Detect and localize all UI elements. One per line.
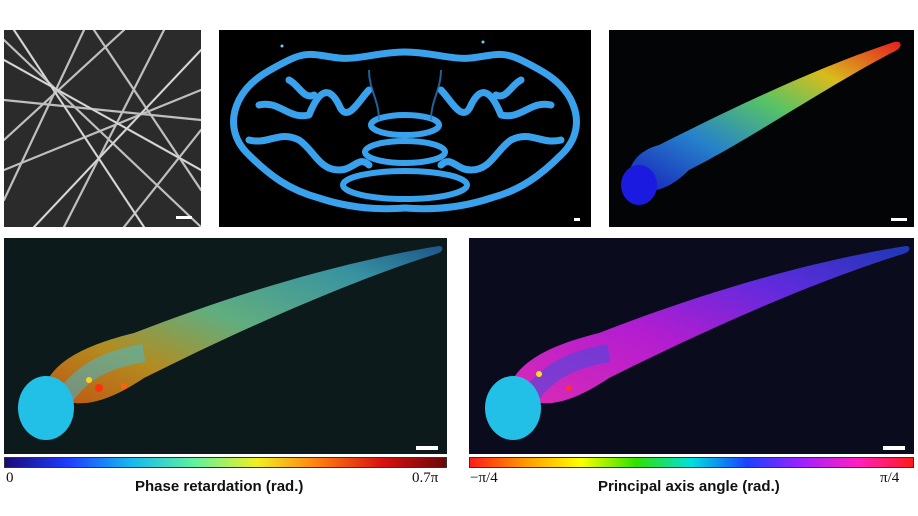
phase-retardation-min-label: 0 — [6, 470, 14, 486]
principal-axis-label: Principal axis angle (rad.) — [598, 478, 780, 495]
principal-axis-min-label: −π/4 — [470, 470, 498, 486]
zebrafish-overview-image — [609, 30, 914, 227]
phase-retardation-max-label: 0.7π — [412, 470, 439, 486]
scale-bar — [891, 218, 907, 221]
fiber-network-image — [4, 30, 201, 227]
principal-axis-panel — [469, 238, 914, 454]
scale-bar — [176, 216, 192, 219]
scale-bar — [574, 218, 580, 221]
principal-axis-max-label: π/4 — [880, 470, 900, 486]
principal-axis-image — [469, 238, 914, 454]
zebrafish-overview-panel — [609, 30, 914, 227]
phase-retardation-colorbar — [4, 457, 447, 468]
phase-retardation-label: Phase retardation (rad.) — [135, 478, 304, 495]
scale-bar — [883, 446, 905, 450]
principal-axis-colorbar — [469, 457, 914, 468]
brain-section-panel — [219, 30, 591, 227]
fiber-network-panel — [4, 30, 201, 227]
phase-retardation-panel — [4, 238, 447, 454]
phase-retardation-image — [4, 238, 447, 454]
brain-section-image — [219, 30, 591, 227]
scale-bar — [416, 446, 438, 450]
